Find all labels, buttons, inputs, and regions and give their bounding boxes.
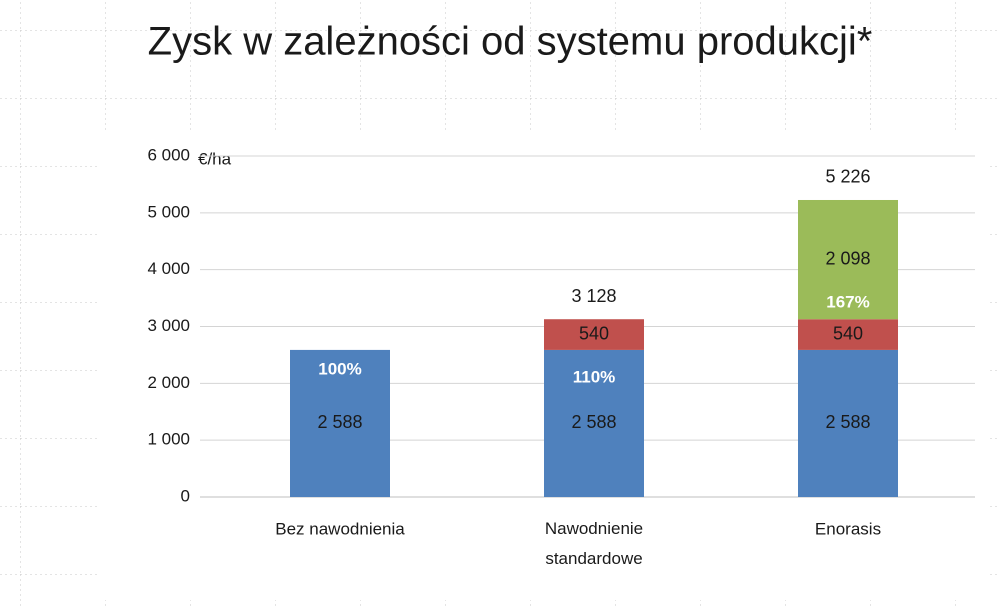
y-tick-label: 1 000	[147, 430, 190, 449]
segment-label: 2 588	[825, 412, 870, 432]
percent-label: 110%	[573, 367, 616, 386]
x-tick-label: Nawodnienie standardowe	[545, 519, 643, 568]
y-tick-label: 5 000	[147, 202, 190, 221]
segment-label: 2 588	[317, 412, 362, 432]
bar-segment	[798, 319, 898, 350]
bar-segment	[544, 349, 644, 497]
x-tick-label: Bez nawodnienia	[275, 519, 405, 538]
bar-segment	[798, 199, 898, 320]
bar-segment	[798, 349, 898, 497]
percent-label: 100%	[318, 359, 361, 378]
y-tick-label: 3 000	[147, 316, 190, 335]
total-label: 3 128	[571, 286, 616, 306]
total-label: 5 226	[825, 167, 870, 187]
bar-segment	[290, 349, 390, 497]
bar-segment	[544, 319, 644, 350]
chart-title: Zysk w zależności od systemu produkcji*	[148, 20, 873, 64]
segment-label: 540	[579, 323, 609, 343]
unit-label: €/ha	[198, 149, 232, 168]
segment-label: 2 098	[825, 248, 870, 268]
y-tick-label: 4 000	[147, 259, 190, 278]
y-tick-label: 2 000	[147, 373, 190, 392]
y-tick-label: 0	[181, 486, 190, 505]
segment-label: 2 588	[571, 412, 616, 432]
segment-label: 540	[833, 323, 863, 343]
x-tick-label: Enorasis	[815, 519, 881, 538]
y-tick-label: 6 000	[147, 145, 190, 164]
percent-label: 167%	[826, 293, 869, 312]
